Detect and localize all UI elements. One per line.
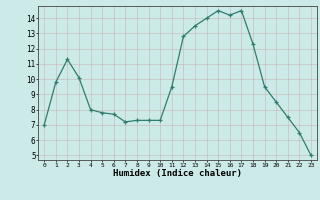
X-axis label: Humidex (Indice chaleur): Humidex (Indice chaleur) (113, 169, 242, 178)
